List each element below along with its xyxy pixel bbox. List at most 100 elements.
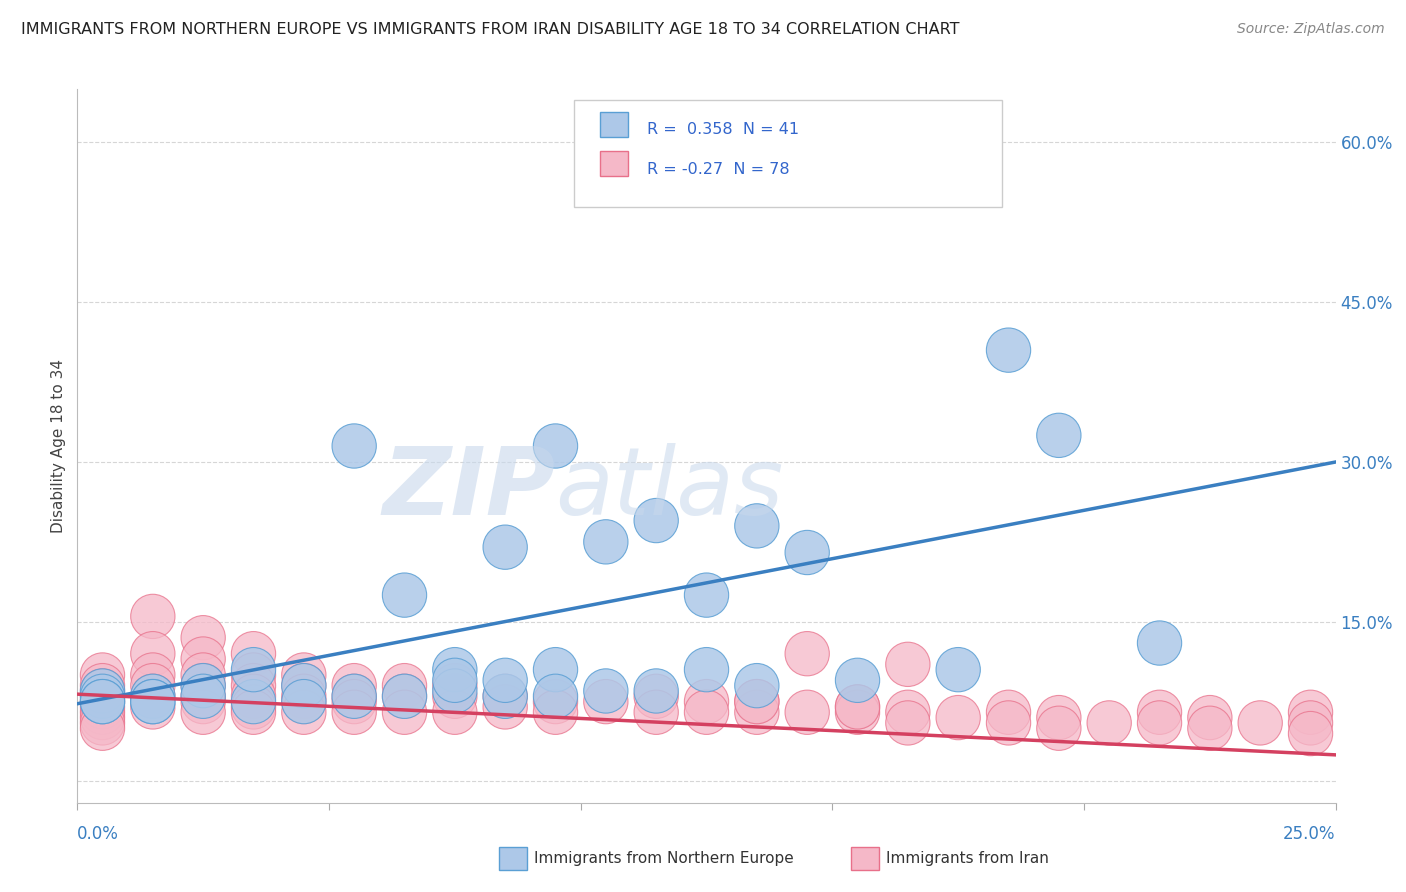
Ellipse shape [1036, 706, 1081, 750]
Text: 0.0%: 0.0% [77, 825, 120, 843]
Ellipse shape [987, 690, 1031, 734]
Text: atlas: atlas [555, 443, 783, 534]
Ellipse shape [1288, 701, 1333, 745]
Ellipse shape [533, 690, 578, 734]
Ellipse shape [634, 499, 678, 542]
Ellipse shape [281, 690, 326, 734]
Ellipse shape [735, 504, 779, 548]
Ellipse shape [936, 696, 980, 739]
Ellipse shape [181, 664, 225, 707]
Ellipse shape [735, 664, 779, 707]
Ellipse shape [735, 690, 779, 734]
Ellipse shape [1087, 701, 1132, 745]
Ellipse shape [332, 424, 377, 468]
Ellipse shape [131, 674, 174, 718]
Ellipse shape [685, 690, 728, 734]
Ellipse shape [281, 653, 326, 698]
Ellipse shape [835, 685, 880, 729]
FancyBboxPatch shape [575, 100, 1002, 207]
Text: R = -0.27  N = 78: R = -0.27 N = 78 [647, 161, 790, 177]
Ellipse shape [583, 680, 628, 723]
Ellipse shape [1137, 701, 1181, 745]
Ellipse shape [785, 632, 830, 676]
Ellipse shape [1188, 696, 1232, 739]
Text: IMMIGRANTS FROM NORTHERN EUROPE VS IMMIGRANTS FROM IRAN DISABILITY AGE 18 TO 34 : IMMIGRANTS FROM NORTHERN EUROPE VS IMMIG… [21, 22, 959, 37]
Ellipse shape [80, 685, 125, 729]
Text: R =  0.358  N = 41: R = 0.358 N = 41 [647, 122, 800, 137]
Ellipse shape [181, 674, 225, 718]
Ellipse shape [533, 424, 578, 468]
Ellipse shape [80, 680, 125, 723]
Ellipse shape [181, 664, 225, 707]
Ellipse shape [583, 669, 628, 713]
Ellipse shape [533, 680, 578, 723]
Ellipse shape [281, 674, 326, 718]
Ellipse shape [80, 669, 125, 713]
Ellipse shape [131, 680, 174, 723]
Text: 25.0%: 25.0% [1284, 825, 1336, 843]
Ellipse shape [80, 674, 125, 718]
Ellipse shape [232, 653, 276, 698]
Ellipse shape [80, 680, 125, 723]
Ellipse shape [685, 680, 728, 723]
Ellipse shape [80, 653, 125, 698]
Ellipse shape [131, 632, 174, 676]
Ellipse shape [685, 573, 728, 617]
Ellipse shape [1036, 696, 1081, 739]
Ellipse shape [533, 648, 578, 692]
Ellipse shape [735, 680, 779, 723]
Ellipse shape [634, 674, 678, 718]
Ellipse shape [433, 690, 477, 734]
Ellipse shape [332, 690, 377, 734]
Ellipse shape [886, 701, 929, 745]
Ellipse shape [80, 690, 125, 734]
Ellipse shape [1137, 690, 1181, 734]
Ellipse shape [281, 664, 326, 707]
Ellipse shape [232, 648, 276, 692]
Ellipse shape [332, 680, 377, 723]
Ellipse shape [281, 664, 326, 707]
Ellipse shape [281, 680, 326, 723]
Ellipse shape [80, 664, 125, 707]
Text: Immigrants from Northern Europe: Immigrants from Northern Europe [534, 852, 794, 866]
Ellipse shape [181, 680, 225, 723]
Ellipse shape [181, 674, 225, 718]
Ellipse shape [987, 328, 1031, 372]
Ellipse shape [433, 664, 477, 707]
Ellipse shape [1188, 706, 1232, 750]
Ellipse shape [181, 690, 225, 734]
Ellipse shape [835, 690, 880, 734]
Ellipse shape [281, 680, 326, 723]
Ellipse shape [785, 531, 830, 574]
Text: ZIP: ZIP [382, 442, 555, 535]
Ellipse shape [382, 674, 426, 718]
Ellipse shape [232, 680, 276, 723]
Ellipse shape [835, 685, 880, 729]
Text: Source: ZipAtlas.com: Source: ZipAtlas.com [1237, 22, 1385, 37]
Ellipse shape [382, 664, 426, 707]
Ellipse shape [131, 680, 174, 723]
Ellipse shape [886, 115, 929, 160]
Ellipse shape [232, 632, 276, 676]
Ellipse shape [80, 706, 125, 750]
Ellipse shape [382, 573, 426, 617]
Ellipse shape [484, 658, 527, 703]
Ellipse shape [987, 701, 1031, 745]
Ellipse shape [785, 690, 830, 734]
Ellipse shape [484, 685, 527, 729]
Ellipse shape [232, 685, 276, 729]
Ellipse shape [232, 664, 276, 707]
Ellipse shape [1288, 690, 1333, 734]
Ellipse shape [232, 690, 276, 734]
Text: Immigrants from Iran: Immigrants from Iran [886, 852, 1049, 866]
Ellipse shape [131, 594, 174, 639]
Ellipse shape [80, 701, 125, 745]
Ellipse shape [433, 674, 477, 718]
Ellipse shape [886, 690, 929, 734]
Ellipse shape [181, 653, 225, 698]
Ellipse shape [634, 690, 678, 734]
Ellipse shape [80, 674, 125, 718]
Ellipse shape [80, 696, 125, 739]
Ellipse shape [1036, 413, 1081, 458]
Ellipse shape [583, 520, 628, 564]
